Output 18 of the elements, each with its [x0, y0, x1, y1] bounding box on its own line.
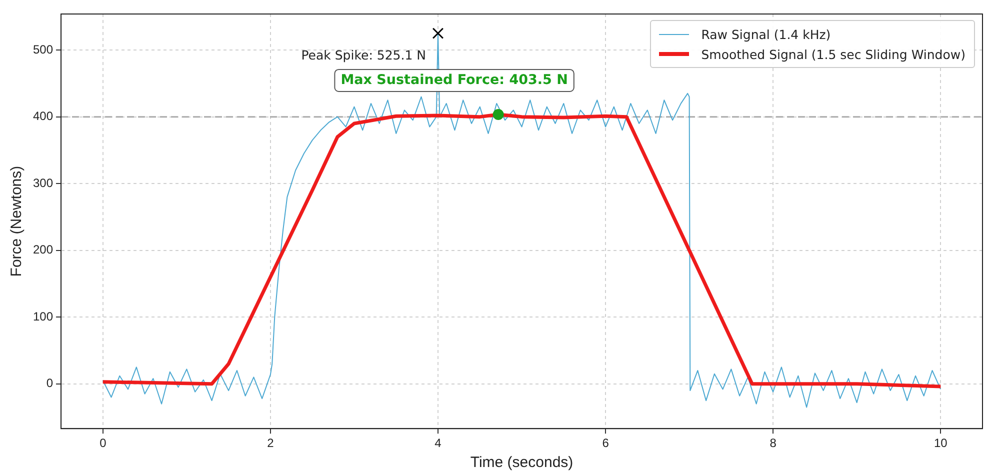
- x-tick-label: 6: [602, 436, 610, 450]
- y-tick-label: 300: [32, 176, 54, 190]
- x-tick-label: 2: [267, 436, 274, 450]
- legend-label: Raw Signal (1.4 kHz): [701, 26, 831, 42]
- y-tick-label: 400: [32, 109, 54, 124]
- y-tick-label: 100: [32, 309, 54, 324]
- annotation: Peak Spike: 525.1 N: [301, 48, 426, 63]
- x-tick-label: 8: [770, 436, 777, 450]
- x-tick-label: 4: [434, 436, 442, 450]
- x-tick-label: 10: [934, 436, 948, 450]
- x-axis-title: Time (seconds): [470, 454, 574, 472]
- y-tick-label: 500: [32, 42, 54, 56]
- legend-label: Smoothed Signal (1.5 sec Sliding Window): [701, 46, 966, 62]
- y-tick-label: 200: [32, 242, 54, 257]
- annotation: Max Sustained Force: 403.5 N: [340, 72, 568, 88]
- y-tick-label: 0: [46, 376, 54, 390]
- x-tick-label: 0: [100, 436, 107, 450]
- y-axis-title: Force (Newtons): [8, 166, 26, 277]
